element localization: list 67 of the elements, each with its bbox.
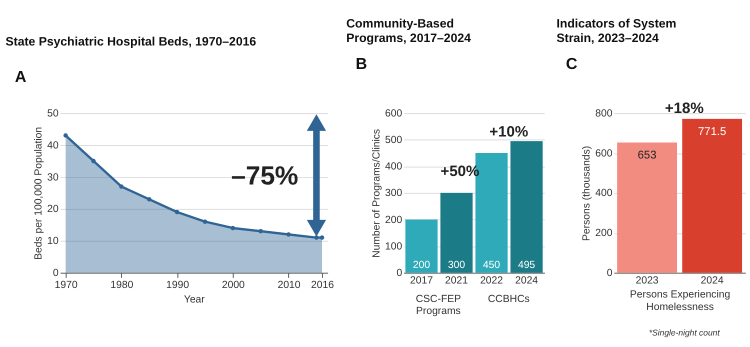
y-tick-label: 100 [385,241,402,252]
y-tick-label: 200 [595,228,613,240]
point [63,133,68,138]
y-tick-label: 600 [595,148,613,160]
y-tick-label: 200 [385,214,402,226]
y-axis-title: Number of Programs/Clinics [371,128,382,258]
annotation: +18% [664,100,704,118]
data-label: 771.5 [698,126,726,138]
text: A [14,69,27,86]
x-tick-label: 2024 [700,276,724,287]
point [230,226,236,230]
y-axis-title: Beds per 100,000 Population [34,126,45,260]
bar [440,192,473,273]
x-tick-label: 2017 [410,276,434,287]
annotation: +10% [489,124,528,141]
data-label: 300 [448,260,466,272]
point [314,235,319,240]
point [174,210,180,214]
x-axis-title: Persons Experiencing Homelessness [630,290,730,313]
y-tick-label: 500 [385,135,402,146]
y-axis-title: Persons (thousands) [582,146,593,241]
y-tick-label: 0 [52,268,59,279]
text: C [566,56,578,74]
x-tick-label: 1990 [166,280,190,292]
chart-title: State Psychiatric Hospital Beds, 1970–2016 [6,34,256,49]
text: CCBHCs [488,294,530,305]
text: *Single-night count [648,328,720,338]
data-label: 200 [412,260,430,272]
annotation: –75% [231,160,298,190]
x-tick-label: 2016 [311,280,334,292]
text: B [356,56,368,74]
x-axis-title: Year [184,294,206,306]
bar [405,220,438,273]
y-tick-label: 400 [385,162,402,173]
x-tick-label: 1970 [54,280,78,292]
text: CSC-FEP Programs [416,294,462,318]
chart-title: Community-Based Programs, 2017–2024 [346,16,472,45]
x-tick-label: 1980 [110,280,134,292]
y-tick-label: 0 [396,268,402,279]
y-tick-label: 300 [385,188,402,200]
data-label: 495 [518,260,536,272]
x-tick-label: 2000 [222,280,246,292]
x-tick-label: 2024 [515,276,538,287]
y-tick-label: 40 [47,140,59,152]
chart-title: Indicators of System Strain, 2023–2024 [556,16,677,45]
y-tick-label: 400 [595,188,613,200]
y-tick-label: 0 [606,268,613,279]
y-tick-label: 800 [595,108,613,120]
x-tick-label: 2010 [278,280,301,292]
point [119,184,124,189]
point [91,158,96,164]
point [258,229,263,234]
y-tick-label: 20 [47,204,59,216]
x-tick-label: 2021 [445,276,468,287]
y-tick-label: 10 [47,236,59,248]
point [202,219,208,224]
data-label: 450 [482,260,500,272]
y-tick-label: 30 [47,172,59,184]
y-tick-label: 50 [47,108,59,120]
x-tick-label: 2022 [480,276,504,287]
point [147,197,152,202]
y-tick-label: 600 [385,108,402,120]
point [320,235,324,240]
x-tick-label: 2023 [636,276,659,287]
bar [510,141,543,273]
data-label: 653 [638,149,656,162]
point [286,232,291,237]
